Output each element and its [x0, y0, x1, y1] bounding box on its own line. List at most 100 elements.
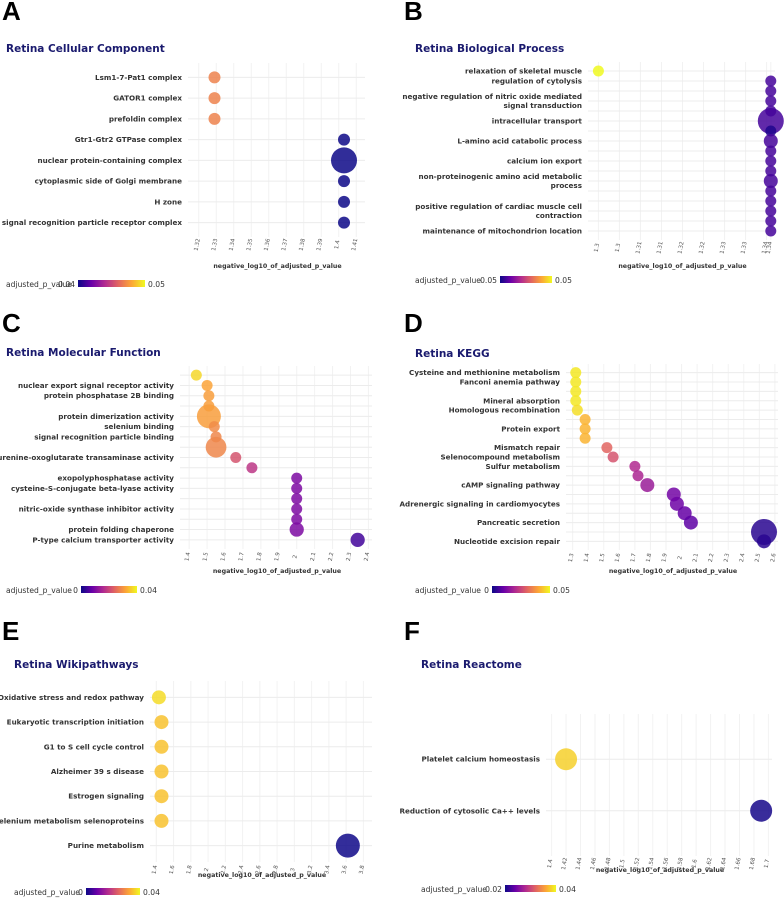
data-point-cysteine-and-methionine-metabolism[interactable] [570, 367, 582, 379]
category-label: P-type calcium transporter activity [32, 535, 174, 544]
x-tick-label: 1.7 [764, 858, 772, 868]
panel-title: Retina Wikipathways [14, 659, 138, 671]
data-point-purine-metabolism[interactable] [335, 833, 360, 858]
data-point-eukaryotic-transcription-initiation[interactable] [154, 715, 169, 730]
colorbar-title: adjusted_p_value [6, 586, 72, 595]
data-point-pancreatic-secretion[interactable] [683, 515, 698, 530]
category-label: Homologous recombination [449, 406, 560, 415]
data-point-r5[interactable] [579, 414, 591, 426]
colorbar-min-label: 0 [73, 586, 78, 595]
data-point-nucleotide-excision-repair[interactable] [757, 534, 771, 549]
data-point-selenium-binding[interactable] [208, 421, 220, 433]
data-point-alzheimer-39-s-disease[interactable] [154, 764, 169, 779]
data-point-gtr1-gtr2-gtpase-complex[interactable] [338, 133, 350, 146]
colorbar [81, 586, 137, 593]
data-point-protein-export[interactable] [579, 423, 591, 435]
category-label: selenium binding [104, 422, 174, 431]
colorbar-max-label: 0.05 [553, 586, 570, 595]
x-tick-label: 1.58 [677, 857, 685, 871]
category-label: cytoplasmic side of Golgi membrane [35, 177, 183, 186]
data-point-mismatch-repair[interactable] [601, 442, 613, 454]
data-point-selenium-metabolism-selenoproteins[interactable] [154, 813, 169, 828]
data-point-r13[interactable] [765, 195, 777, 207]
category-label: negative regulation of nitric oxide medi… [402, 92, 582, 110]
data-point-r7[interactable] [205, 436, 227, 458]
data-point-p-type-calcium-transporter-activity[interactable] [350, 532, 365, 547]
data-point-positive-regulation-of-cardiac-muscle-cell-contraction[interactable] [765, 205, 777, 217]
x-tick-label: 1.6 [691, 858, 699, 868]
data-point-calcium-ion-export[interactable] [765, 155, 777, 167]
data-point-kynurenine-oxoglutarate-transaminase-activity[interactable] [230, 452, 242, 463]
data-point-r7[interactable] [579, 432, 591, 444]
data-point-r6[interactable] [765, 125, 777, 137]
colorbar-min-label: 0.04 [58, 280, 75, 289]
data-point-adrenergic-signaling-in-cardiomyocytes[interactable] [669, 496, 684, 511]
x-tick-label: 1.6 [615, 552, 623, 562]
data-point-fanconi-anemia-pathway[interactable] [570, 376, 582, 388]
data-point-selenocompound-metabolism[interactable] [607, 451, 619, 463]
data-point-oxidative-stress-and-redox-pathway[interactable] [151, 690, 166, 705]
x-tick-label: 1.9 [274, 551, 282, 561]
data-point-r15[interactable] [765, 215, 777, 227]
data-point-nuclear-protein-containing-complex[interactable] [331, 147, 357, 174]
category-label: Lsm1-7-Pat1 complex [95, 73, 182, 82]
data-point-h-zone[interactable] [338, 195, 350, 208]
colorbar-max-label: 0.05 [148, 280, 165, 289]
x-tick-label: 2.4 [739, 552, 747, 562]
data-point-gator1-complex[interactable] [208, 92, 221, 105]
panel-c: C Retina Molecular Function nuclear export… [0, 308, 372, 595]
data-point-protein-folding-chaperone[interactable] [289, 522, 304, 537]
category-label-line: signal transduction [503, 101, 582, 110]
x-tick-label: 2.2 [708, 553, 715, 563]
category-label: Purine metabolism [68, 841, 144, 850]
data-point-r12[interactable] [765, 185, 777, 197]
data-point-g1-to-s-cell-cycle-control[interactable] [154, 739, 169, 754]
data-point-maintenance-of-mitochondrion-location[interactable] [765, 225, 777, 237]
data-point-nuclear-export-signal-receptor-activity[interactable] [201, 379, 213, 391]
data-point-non-proteinogenic-amino-acid-metabolic-process[interactable] [763, 174, 778, 188]
category-label: relaxation of skeletal muscle [465, 67, 582, 76]
data-point-cytoplasmic-side-of-golgi-membrane[interactable] [338, 175, 350, 188]
x-tick-label: 1.8 [256, 551, 264, 561]
x-tick-label: 1.8 [186, 864, 194, 874]
data-point-mineral-absorption[interactable] [570, 395, 582, 407]
data-point-camp-signaling-pathway[interactable] [640, 478, 655, 493]
category-label: protein dimerization activity [58, 412, 174, 421]
data-point-r14[interactable] [291, 513, 303, 525]
data-point-r2[interactable] [570, 385, 582, 397]
data-point-prefoldin-complex[interactable] [208, 112, 221, 125]
data-point-r10[interactable] [765, 165, 777, 177]
data-point-reduction-of-cytosolic-ca-levels[interactable] [750, 799, 773, 822]
x-tick-label: 1.4 [334, 239, 342, 249]
x-tick-label: 1.46 [590, 857, 598, 871]
data-point-r12[interactable] [291, 493, 303, 505]
data-point-signal-recognition-particle-receptor-complex[interactable] [338, 216, 350, 229]
data-point-negative-regulation-of-nitric-oxide-mediated-signal-transduction[interactable] [765, 95, 777, 107]
x-axis-title: negative_log10_of_adjusted_p_value [198, 872, 326, 879]
data-point-sulfur-metabolism[interactable] [629, 460, 641, 472]
x-tick-label: 1.33 [720, 241, 728, 255]
x-tick-label: 3 [290, 867, 297, 872]
data-point-nitric-oxide-synthase-inhibitor-activity[interactable] [291, 503, 303, 515]
colorbar-title: adjusted_p_value [415, 276, 481, 285]
data-point-exopolyphosphatase-activity[interactable] [291, 472, 303, 484]
data-point-lsm1-7-pat1-complex[interactable] [208, 71, 221, 84]
data-point-r17[interactable] [751, 518, 777, 545]
data-point-homologous-recombination[interactable] [571, 404, 583, 416]
x-tick-label: 2.5 [755, 552, 763, 562]
x-tick-label: 1.32 [677, 241, 685, 254]
data-point-l-amino-acid-catabolic-process[interactable] [763, 134, 778, 148]
x-tick-label: 1.44 [575, 857, 583, 871]
data-point-r9[interactable] [246, 462, 258, 474]
data-point-regulation-of-cytolysis[interactable] [765, 75, 777, 87]
data-point-cysteine-s-conjugate-beta-lyase-activity[interactable] [291, 482, 303, 494]
data-point-r8[interactable] [765, 145, 777, 157]
data-point-intracellular-transport[interactable] [757, 108, 784, 134]
data-point-protein-phosphatase-2b-binding[interactable] [203, 390, 215, 402]
data-point-r11[interactable] [632, 470, 644, 482]
data-point-relaxation-of-skeletal-muscle[interactable] [592, 65, 604, 77]
data-point-r2[interactable] [765, 85, 777, 97]
data-point-estrogen-signaling[interactable] [154, 789, 169, 804]
data-point-platelet-calcium-homeostasis[interactable] [555, 748, 578, 771]
data-point-r0[interactable] [190, 369, 202, 381]
